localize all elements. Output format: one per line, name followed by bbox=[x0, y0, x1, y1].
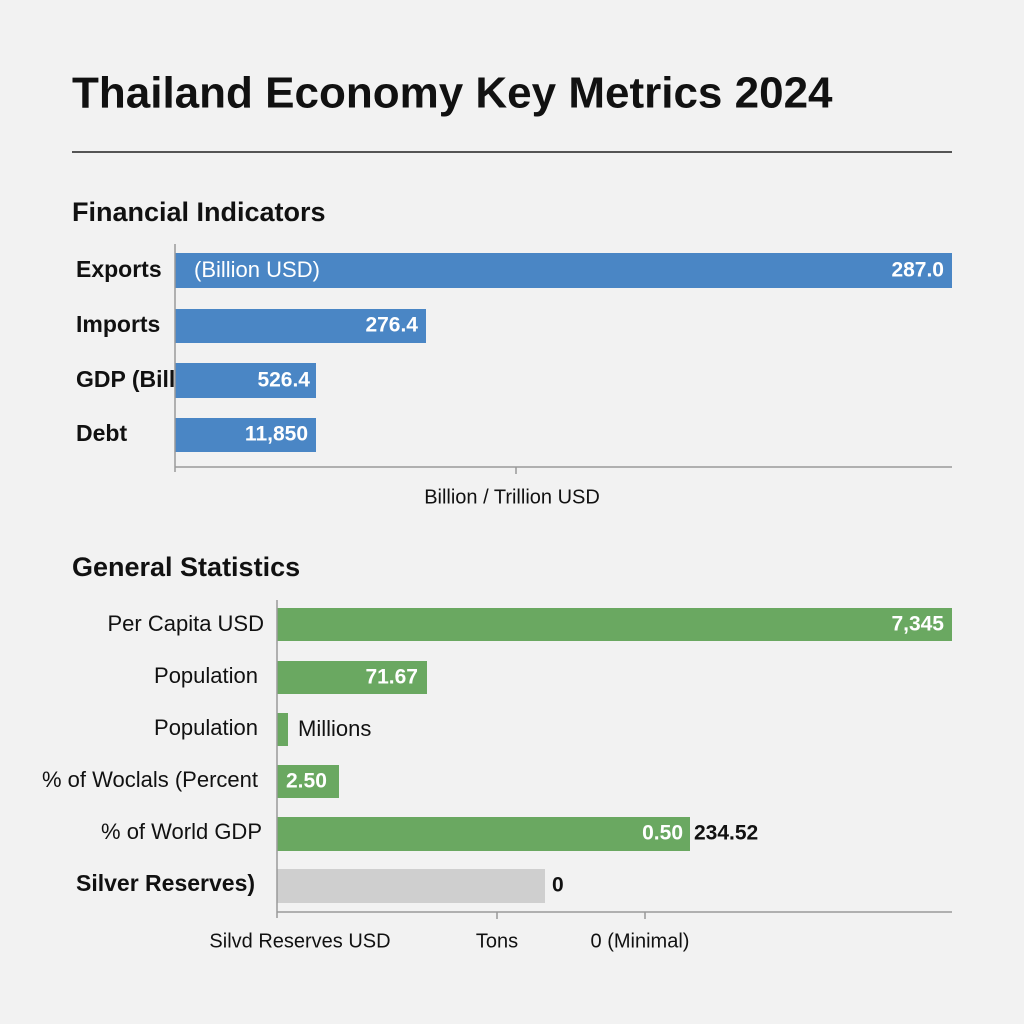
row-label: % of World GDP bbox=[101, 819, 262, 844]
row-label: Per Capita USD bbox=[107, 611, 264, 636]
row-label: Silver Reserves) bbox=[76, 870, 255, 896]
bar bbox=[175, 418, 316, 452]
row-label: Imports bbox=[76, 311, 160, 337]
row-label: Population bbox=[154, 715, 258, 740]
axis-label: Billion / Trillion USD bbox=[424, 486, 600, 508]
bar-note: Millions bbox=[298, 716, 371, 741]
bar bbox=[277, 765, 339, 798]
bar bbox=[277, 869, 545, 903]
bar-label: 526.4 bbox=[257, 369, 310, 392]
bar bbox=[277, 661, 427, 694]
row-label: % of Woclals (Percent bbox=[42, 767, 258, 792]
axis-label: 0 (Minimal) bbox=[591, 930, 690, 952]
bar bbox=[175, 309, 426, 343]
bar-label: 11,850 bbox=[245, 423, 308, 446]
bar-label: 0.50 bbox=[642, 822, 683, 845]
bar bbox=[277, 817, 690, 851]
section-heading: General Statistics bbox=[72, 552, 300, 582]
bar-note: 0 bbox=[552, 874, 564, 897]
axis-label: Tons bbox=[476, 930, 518, 952]
bar bbox=[277, 713, 288, 746]
row-label: Exports bbox=[76, 256, 162, 282]
axis-label: Silvd Reserves USD bbox=[209, 930, 390, 952]
bar bbox=[175, 363, 316, 398]
bar-label: 2.50 bbox=[286, 770, 327, 793]
bar-note: (Billion USD) bbox=[194, 257, 320, 282]
bar-label: 276.4 bbox=[365, 314, 418, 337]
bar-label: 71.67 bbox=[365, 666, 418, 689]
row-label: Population bbox=[154, 663, 258, 688]
section-heading: Financial Indicators bbox=[72, 197, 326, 227]
bar-label: 287.0 bbox=[891, 259, 944, 282]
row-label: Debt bbox=[76, 420, 127, 446]
bar bbox=[175, 253, 952, 288]
bar bbox=[277, 608, 952, 641]
bar-label: 7,345 bbox=[891, 613, 944, 636]
title: Thailand Economy Key Metrics 2024 bbox=[72, 69, 833, 118]
bar-note: 234.52 bbox=[694, 822, 758, 845]
